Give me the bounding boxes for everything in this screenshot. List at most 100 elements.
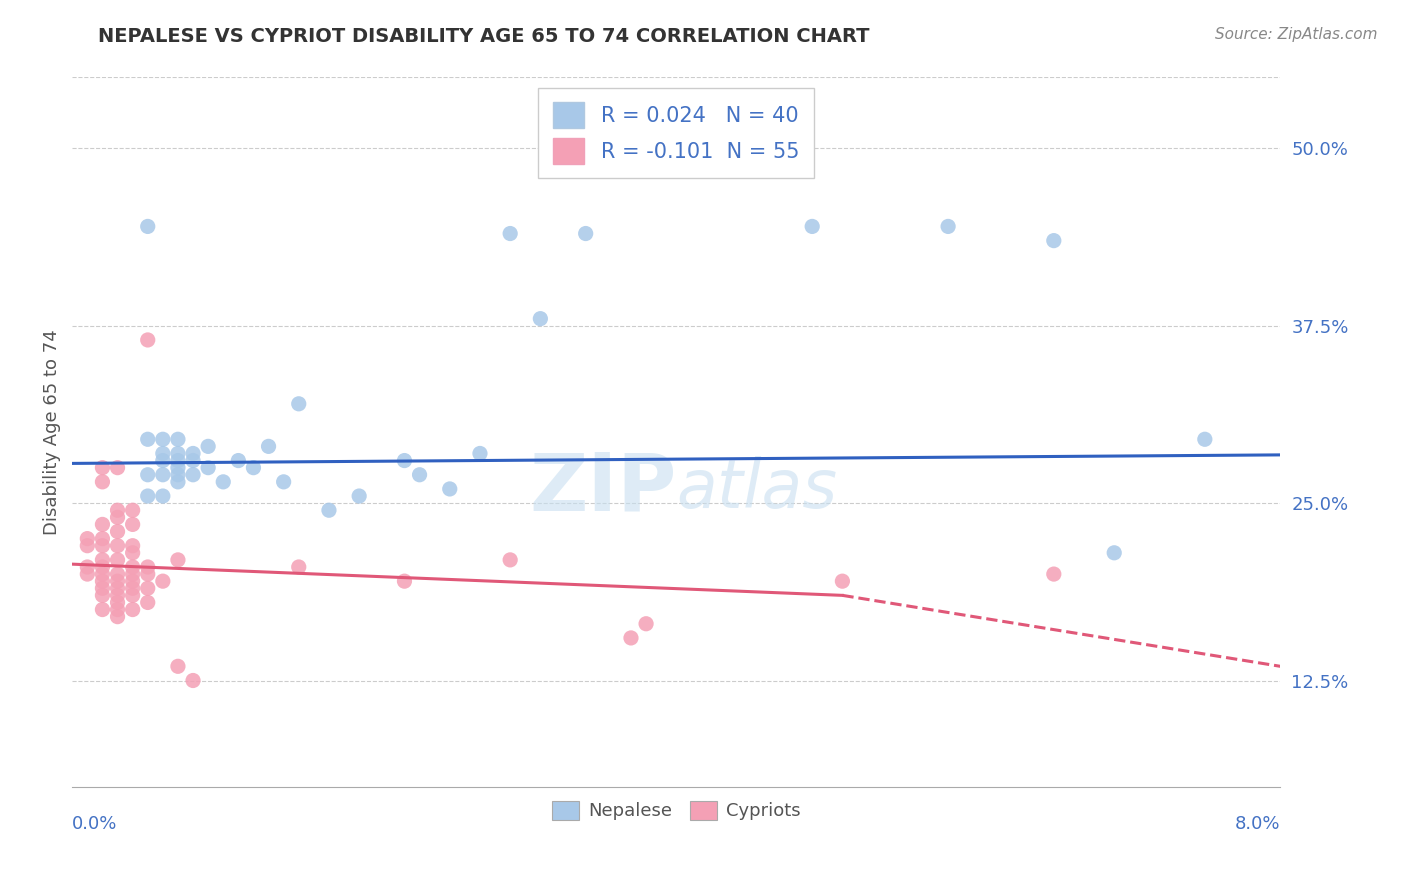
Point (228, 453, 250, 467)
Point (620, 631, 643, 645)
Point (136, 333, 159, 347)
Point (181, 453, 204, 467)
Text: Source: ZipAtlas.com: Source: ZipAtlas.com (1215, 27, 1378, 42)
Point (408, 467, 430, 482)
Point (273, 475, 295, 489)
Point (76, 532, 98, 546)
Text: NEPALESE VS CYPRIOT DISABILITY AGE 65 TO 74 CORRELATION CHART: NEPALESE VS CYPRIOT DISABILITY AGE 65 TO… (98, 27, 870, 45)
Point (91, 553, 114, 567)
Point (1194, 432, 1216, 446)
Point (152, 467, 174, 482)
Point (121, 503, 143, 517)
Point (107, 588, 129, 602)
Point (1043, 567, 1066, 582)
Point (91, 574, 114, 589)
Point (347, 489, 370, 503)
Point (394, 453, 416, 467)
Point (107, 553, 129, 567)
Point (167, 553, 190, 567)
Point (439, 482, 461, 496)
Point (197, 439, 219, 453)
Point (287, 397, 309, 411)
Point (181, 446, 204, 460)
Point (121, 539, 143, 553)
Point (136, 432, 159, 446)
Point (76, 567, 98, 582)
Point (152, 489, 174, 503)
Point (107, 524, 129, 539)
Point (212, 475, 235, 489)
Point (318, 503, 340, 517)
Point (91, 532, 114, 546)
Point (499, 227, 522, 241)
Text: 0.0%: 0.0% (72, 815, 118, 833)
Point (91, 602, 114, 616)
Point (167, 467, 190, 482)
Point (107, 602, 129, 616)
Point (136, 581, 159, 595)
Point (181, 467, 204, 482)
Point (107, 574, 129, 589)
Point (91, 560, 114, 574)
Point (167, 460, 190, 475)
Point (107, 581, 129, 595)
Point (136, 567, 159, 582)
Point (636, 616, 658, 631)
Point (242, 460, 264, 475)
Point (121, 546, 143, 560)
Point (91, 539, 114, 553)
Point (257, 439, 280, 453)
Point (91, 517, 114, 532)
Point (91, 588, 114, 602)
Point (167, 475, 190, 489)
Point (121, 588, 143, 602)
Point (121, 567, 143, 582)
Text: 8.0%: 8.0% (1234, 815, 1281, 833)
Point (136, 219, 159, 234)
Point (152, 574, 174, 589)
Point (121, 581, 143, 595)
Point (91, 567, 114, 582)
Point (831, 574, 853, 589)
Point (121, 574, 143, 589)
Point (107, 609, 129, 624)
Point (107, 567, 129, 582)
Point (575, 227, 598, 241)
Point (936, 219, 959, 234)
Point (107, 510, 129, 524)
Point (152, 432, 174, 446)
Point (136, 489, 159, 503)
Point (91, 475, 114, 489)
Point (181, 673, 204, 688)
Point (136, 560, 159, 574)
Point (167, 446, 190, 460)
Point (167, 453, 190, 467)
Point (136, 467, 159, 482)
Point (529, 311, 551, 326)
Point (801, 219, 824, 234)
Point (107, 460, 129, 475)
Point (121, 517, 143, 532)
Point (1102, 546, 1125, 560)
Point (167, 659, 190, 673)
Point (197, 460, 219, 475)
Point (76, 560, 98, 574)
Text: ZIP: ZIP (529, 450, 676, 528)
Point (167, 432, 190, 446)
Point (107, 539, 129, 553)
Point (394, 574, 416, 589)
Y-axis label: Disability Age 65 to 74: Disability Age 65 to 74 (44, 329, 60, 535)
Legend: Nepalese, Cypriots: Nepalese, Cypriots (544, 794, 808, 828)
Point (76, 539, 98, 553)
Point (152, 453, 174, 467)
Point (121, 560, 143, 574)
Point (107, 595, 129, 609)
Point (91, 460, 114, 475)
Point (121, 602, 143, 616)
Point (499, 553, 522, 567)
Point (136, 595, 159, 609)
Point (152, 446, 174, 460)
Point (107, 503, 129, 517)
Point (91, 581, 114, 595)
Text: atlas: atlas (676, 456, 838, 522)
